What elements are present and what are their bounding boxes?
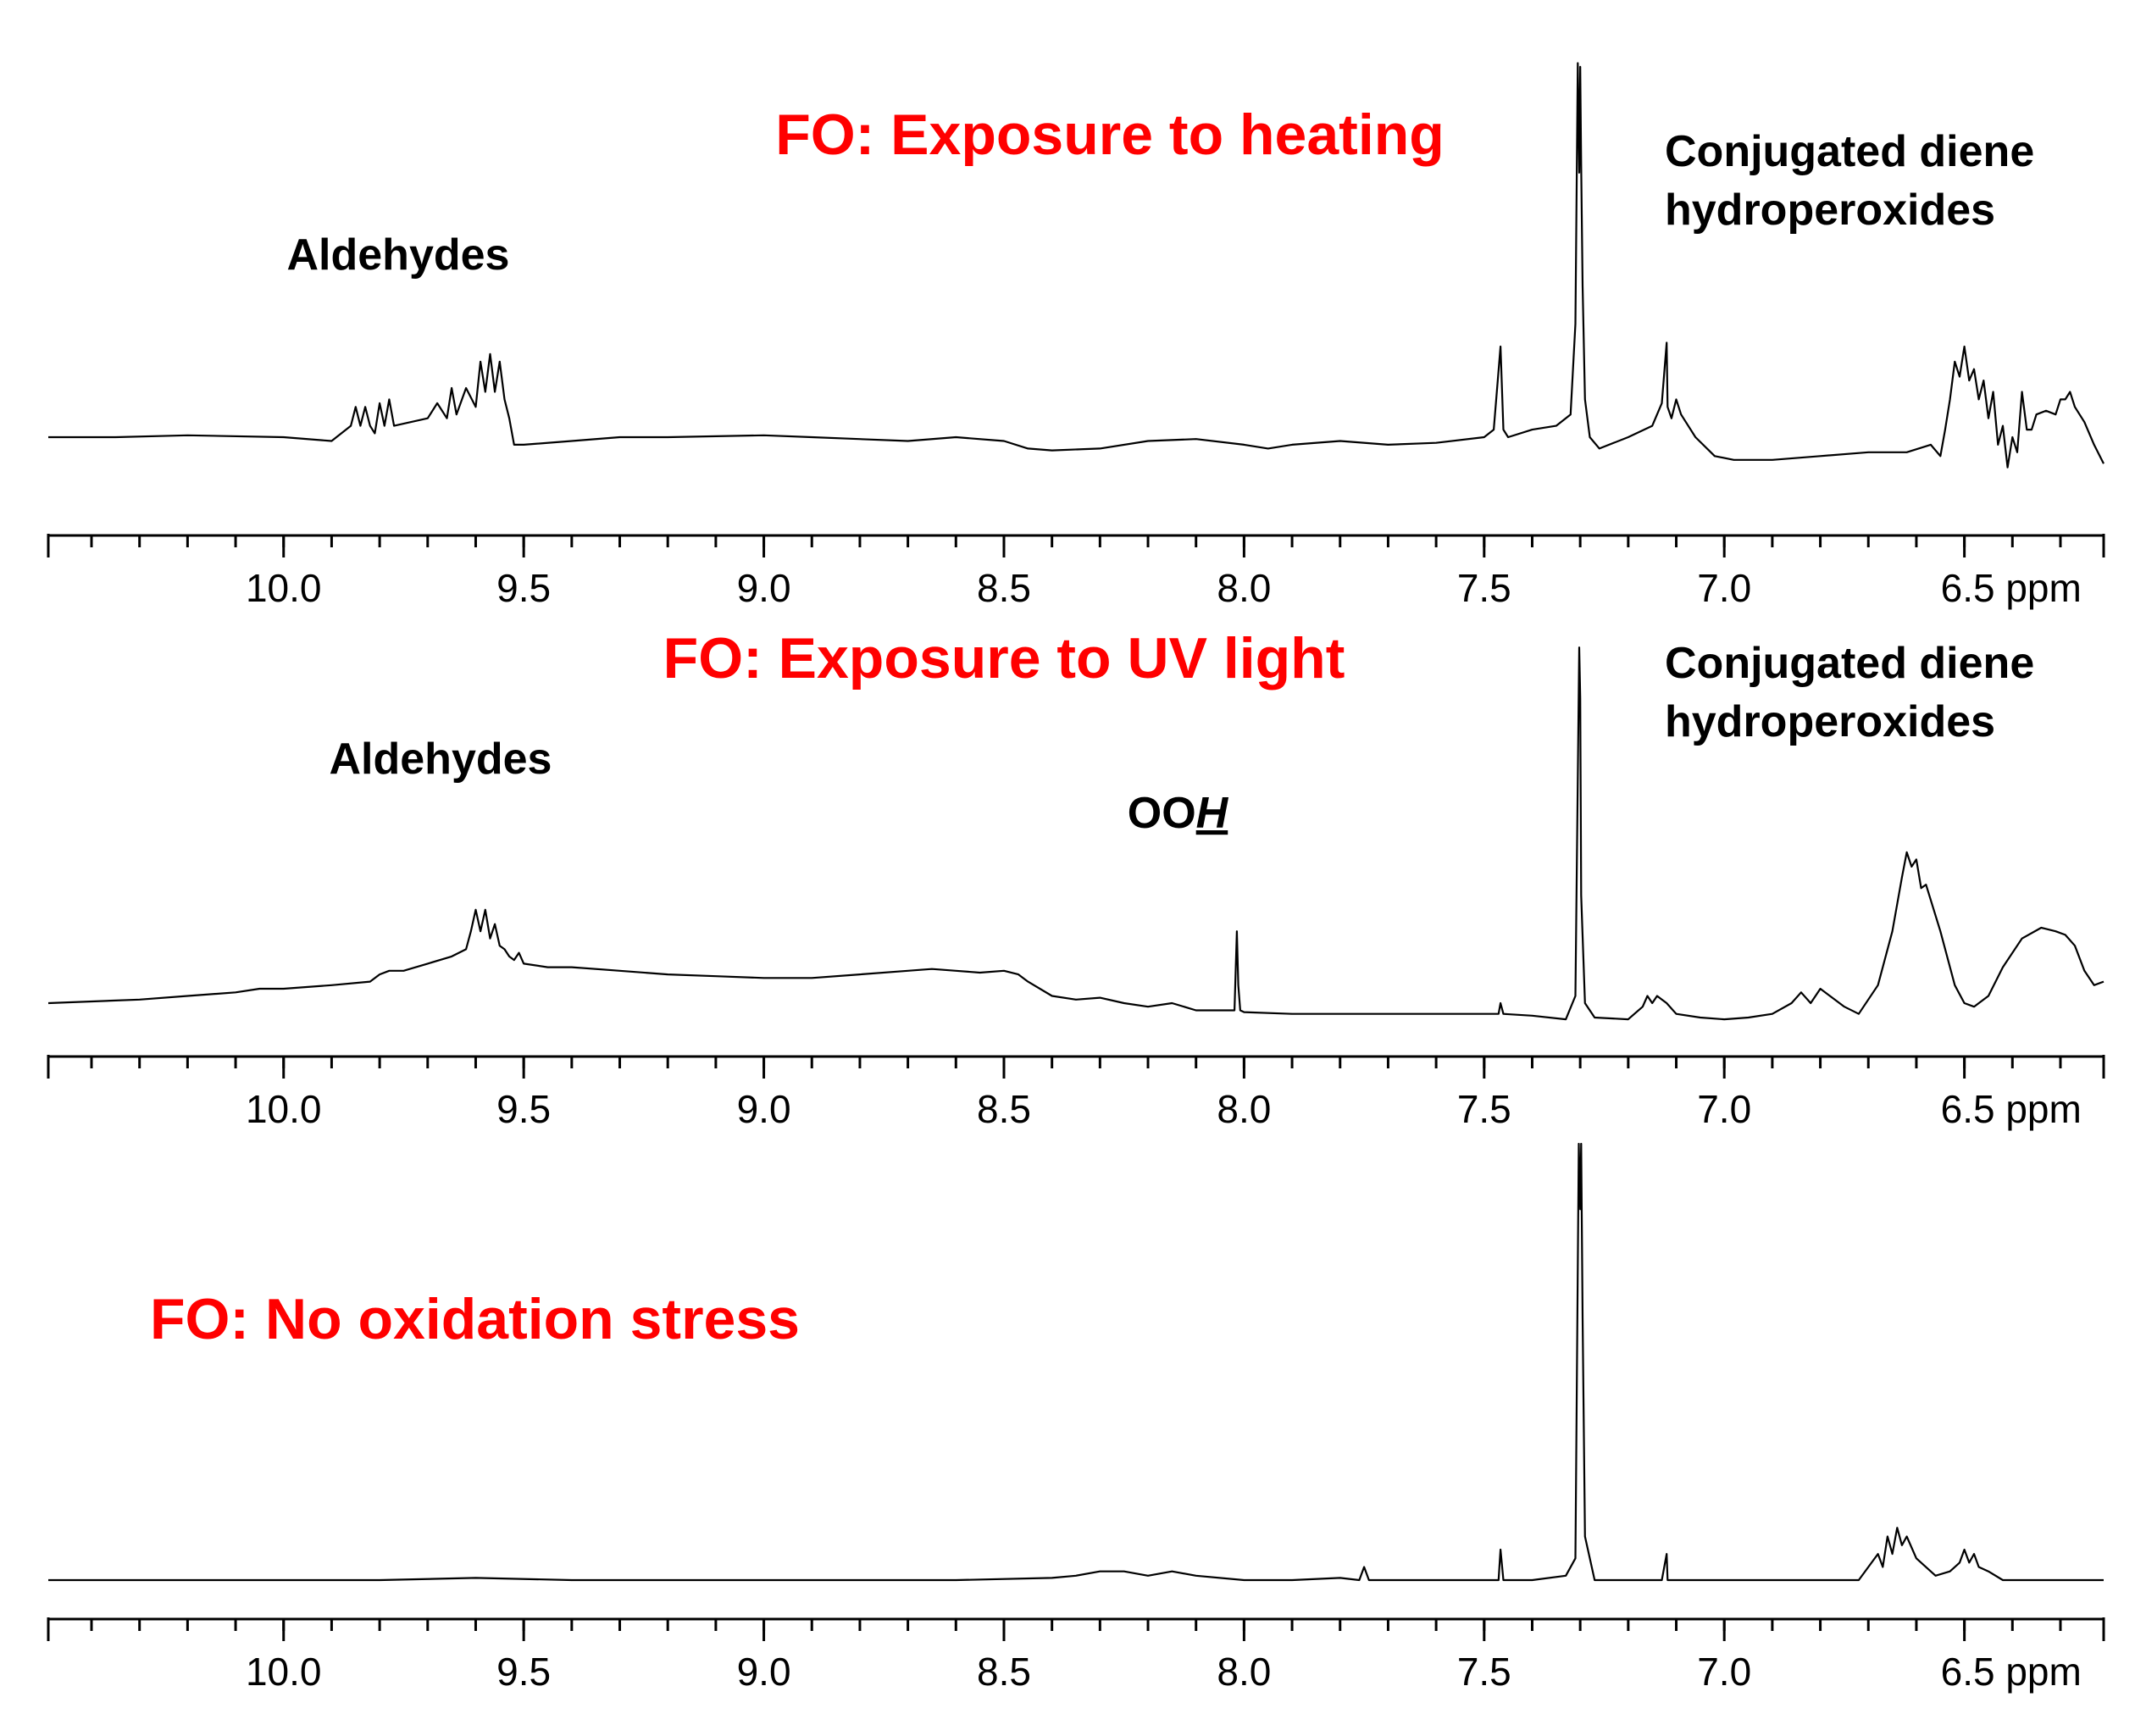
x-tick-label: 6.5 ppm: [1941, 1650, 2082, 1694]
annotation-label: Conjugated diene: [1665, 127, 2034, 176]
x-tick-label: 9.0: [737, 1650, 791, 1694]
x-tick-label: 7.5: [1457, 1650, 1511, 1694]
panel-title: FO: No oxidation stress: [150, 1287, 800, 1351]
x-tick-label: 9.5: [496, 566, 551, 610]
x-tick-label: 8.0: [1217, 1087, 1271, 1131]
x-tick-label: 10.0: [246, 1087, 322, 1131]
annotation-label: hydroperoxides: [1665, 697, 1995, 746]
x-tick-label: 10.0: [246, 566, 322, 610]
x-tick-label: 8.5: [977, 1650, 1031, 1694]
spectrum-panel-1: FO: Exposure to heating Aldehydes Conjugat…: [47, 62, 2105, 610]
x-tick-label: 6.5 ppm: [1941, 566, 2082, 610]
x-tick-label: 9.0: [737, 1087, 791, 1131]
x-tick-label: 9.5: [496, 1650, 551, 1694]
annotation-label: Aldehydes: [287, 230, 510, 280]
panel-title: FO: Exposure to UV light: [663, 626, 1345, 691]
spectrum-panel-2: FO: Exposure to UV light Aldehydes OOH Conj…: [47, 626, 2105, 1131]
spectrum-trace: [48, 1142, 2104, 1582]
x-tick-label: 7.0: [1697, 1087, 1751, 1131]
annotation-label: hydroperoxides: [1665, 186, 1995, 235]
annotation-label: Conjugated diene: [1665, 639, 2034, 688]
x-tick-label: 10.0: [246, 1650, 322, 1694]
annotation-label: Aldehydes: [330, 735, 552, 784]
x-tick-label: 7.0: [1697, 1650, 1751, 1694]
x-tick-label: 8.0: [1217, 1650, 1271, 1694]
x-tick-label: 9.0: [737, 566, 791, 610]
spectrum-trace: [47, 646, 2104, 1021]
x-tick-label: 8.5: [977, 566, 1031, 610]
x-tick-label: 7.5: [1457, 566, 1511, 610]
spectrum-trace: [48, 62, 2104, 469]
panel-title: FO: Exposure to heating: [775, 103, 1445, 167]
x-tick-label: 7.5: [1457, 1087, 1511, 1131]
spectrum-panel-3: FO: No oxidation stress 10.0 9.5 9.0 8.5 8.0 7…: [47, 1142, 2105, 1694]
x-tick-label: 7.0: [1697, 566, 1751, 610]
x-tick-label: 8.0: [1217, 566, 1271, 610]
x-tick-label: 9.5: [496, 1087, 551, 1131]
x-tick-label: 8.5: [977, 1087, 1031, 1131]
annotation-label: OOH: [1128, 789, 1229, 838]
x-tick-label: 6.5 ppm: [1941, 1087, 2082, 1131]
